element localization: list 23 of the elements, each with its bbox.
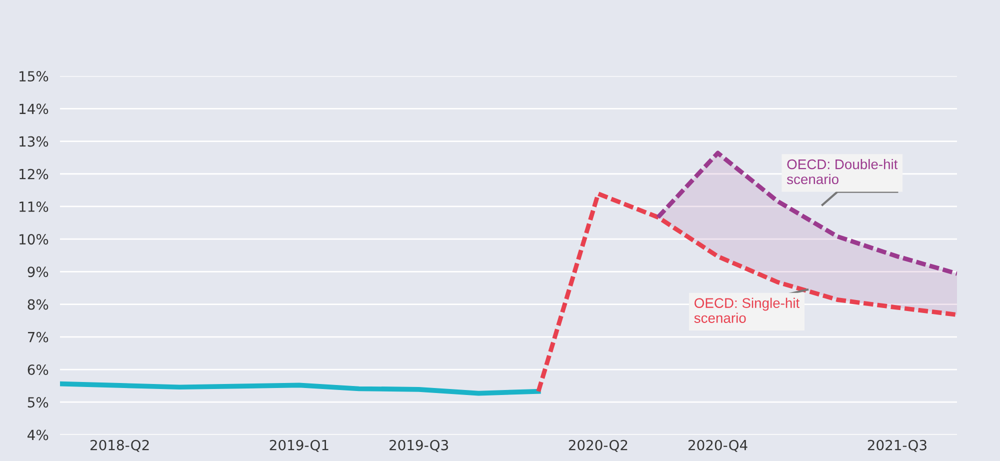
x-tick-label: 2021-Q3 bbox=[868, 440, 926, 452]
x-tick-label: 2019-Q3 bbox=[390, 440, 448, 452]
y-tick-label: 9% bbox=[28, 266, 48, 278]
y-tick-label: 12% bbox=[20, 168, 48, 180]
y-tick-label: 4% bbox=[28, 430, 48, 440]
x-tick-label: 2019-Q1 bbox=[270, 440, 328, 452]
line-series bbox=[536, 192, 957, 394]
y-tick-label: 11% bbox=[20, 201, 48, 212]
y-tick-label: 7% bbox=[28, 332, 48, 342]
y-tick-label: 8% bbox=[28, 299, 48, 310]
y-tick-label: 6% bbox=[28, 364, 48, 375]
y-tick-label: 5% bbox=[28, 397, 48, 408]
y-tick-label: 10% bbox=[20, 234, 48, 245]
x-tick-label: 2020-Q4 bbox=[688, 440, 748, 452]
series-label: OECD: Double-hit scenario bbox=[786, 159, 898, 184]
line-series bbox=[656, 150, 957, 276]
y-tick-label: 13% bbox=[20, 136, 48, 147]
x-tick-label: 2018-Q2 bbox=[90, 440, 149, 452]
y-tick-label: 15% bbox=[20, 71, 48, 82]
x-tick-label: 2020-Q2 bbox=[568, 440, 628, 452]
y-tick-label: 14% bbox=[20, 104, 48, 114]
line-series bbox=[60, 381, 541, 396]
series-label: OECD: Single-hit scenario bbox=[694, 298, 800, 323]
